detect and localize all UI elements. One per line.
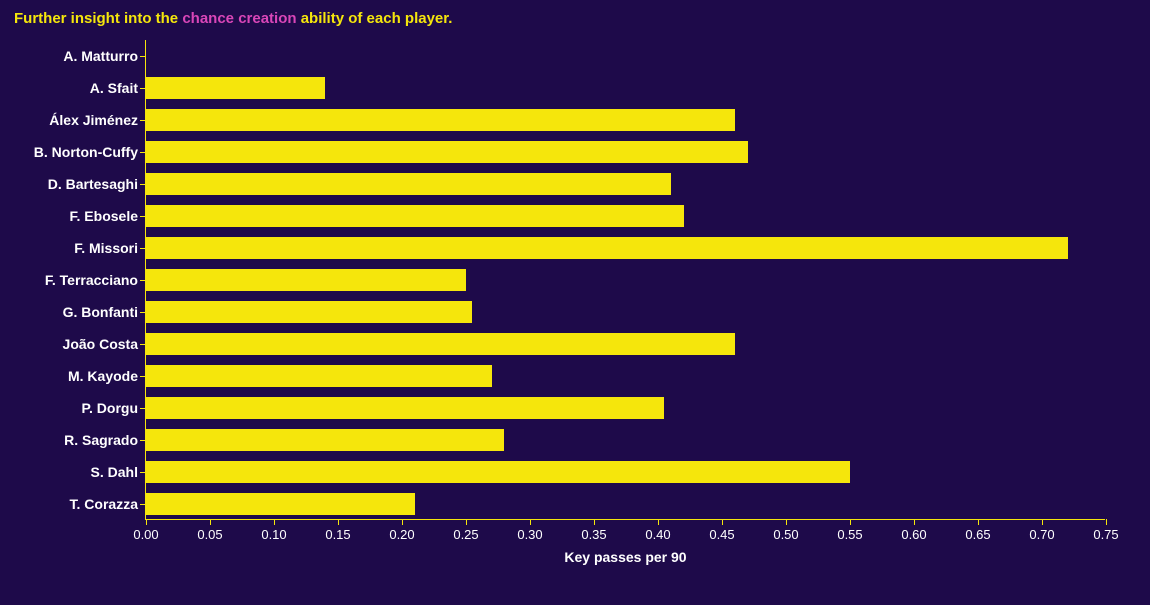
title-suffix: ability of each player. [297,10,453,27]
bar [146,205,684,227]
title-prefix: Further insight into the [14,10,182,27]
chart-container: Further insight into the chance creation… [0,0,1150,605]
x-tick-label: 0.35 [581,527,606,542]
bar [146,173,671,195]
x-tick-label: 0.60 [901,527,926,542]
x-tick: 0.30 [530,519,531,525]
chart-title: Further insight into the chance creation… [14,10,452,27]
bar [146,365,492,387]
x-tick-label: 0.70 [1029,527,1054,542]
y-tick [140,504,146,505]
bar-row: P. Dorgu [146,392,664,424]
player-label: M. Kayode [68,360,138,392]
bar-row: S. Dahl [146,456,850,488]
y-tick [140,280,146,281]
y-tick [140,312,146,313]
x-tick: 0.65 [978,519,979,525]
x-tick: 0.55 [850,519,851,525]
x-tick: 0.15 [338,519,339,525]
x-tick: 0.75 [1106,519,1107,525]
x-tick-label: 0.30 [517,527,542,542]
y-tick [140,216,146,217]
x-tick: 0.45 [722,519,723,525]
y-tick [140,152,146,153]
y-tick [140,472,146,473]
bar-row: A. Sfait [146,72,325,104]
bar-row: M. Kayode [146,360,492,392]
player-label: A. Matturro [63,40,138,72]
y-tick [140,184,146,185]
x-tick-label: 0.25 [453,527,478,542]
bar [146,109,735,131]
bar [146,429,504,451]
x-tick-label: 0.05 [197,527,222,542]
player-label: S. Dahl [91,456,138,488]
x-tick-label: 0.40 [645,527,670,542]
bar [146,493,415,515]
y-tick [140,408,146,409]
player-label: João Costa [63,328,138,360]
bar-row: T. Corazza [146,488,415,520]
bar-row: G. Bonfanti [146,296,472,328]
x-tick-label: 0.75 [1093,527,1118,542]
y-tick [140,440,146,441]
bar-row: João Costa [146,328,735,360]
y-tick [140,88,146,89]
player-label: D. Bartesaghi [48,168,138,200]
player-label: F. Ebosele [70,200,138,232]
x-tick-label: 0.15 [325,527,350,542]
x-tick: 0.25 [466,519,467,525]
x-tick-label: 0.55 [837,527,862,542]
plot-area: Key passes per 90 A. MatturroA. SfaitÁle… [145,40,1105,520]
y-tick [140,120,146,121]
bar [146,269,466,291]
x-tick: 0.00 [146,519,147,525]
y-tick [140,56,146,57]
title-highlight: chance creation [182,10,296,27]
x-tick: 0.20 [402,519,403,525]
x-tick: 0.60 [914,519,915,525]
player-label: Álex Jiménez [49,104,138,136]
bar-row: F. Missori [146,232,1068,264]
player-label: F. Missori [74,232,138,264]
player-label: G. Bonfanti [63,296,138,328]
bar [146,237,1068,259]
bar [146,461,850,483]
x-tick: 0.40 [658,519,659,525]
x-tick: 0.50 [786,519,787,525]
bar-row: F. Ebosele [146,200,684,232]
x-tick-label: 0.10 [261,527,286,542]
y-tick [140,248,146,249]
player-label: P. Dorgu [81,392,138,424]
bar-row: B. Norton-Cuffy [146,136,748,168]
x-axis-label: Key passes per 90 [564,549,686,565]
player-label: R. Sagrado [64,424,138,456]
player-label: B. Norton-Cuffy [34,136,138,168]
bar [146,397,664,419]
bar [146,77,325,99]
x-tick: 0.35 [594,519,595,525]
player-label: A. Sfait [90,72,138,104]
x-tick-label: 0.00 [133,527,158,542]
x-tick-label: 0.45 [709,527,734,542]
bar-row: R. Sagrado [146,424,504,456]
bar [146,141,748,163]
x-tick-label: 0.50 [773,527,798,542]
x-tick: 0.70 [1042,519,1043,525]
bar [146,301,472,323]
bar-row: D. Bartesaghi [146,168,671,200]
player-label: T. Corazza [70,488,138,520]
bar-row: F. Terracciano [146,264,466,296]
x-tick-label: 0.65 [965,527,990,542]
bar-row: Álex Jiménez [146,104,735,136]
bar [146,333,735,355]
x-tick: 0.10 [274,519,275,525]
x-tick: 0.05 [210,519,211,525]
y-tick [140,376,146,377]
x-tick-label: 0.20 [389,527,414,542]
y-tick [140,344,146,345]
player-label: F. Terracciano [45,264,138,296]
